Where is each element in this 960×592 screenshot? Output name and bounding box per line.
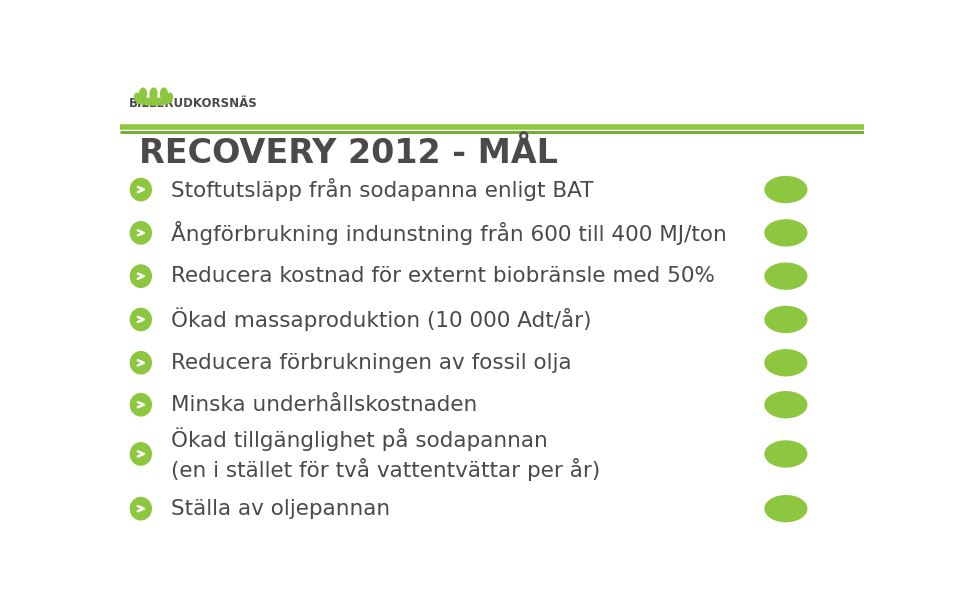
Ellipse shape (130, 497, 152, 520)
Text: RECOVERY 2012 - MÅL: RECOVERY 2012 - MÅL (138, 137, 558, 169)
Ellipse shape (764, 349, 807, 377)
Ellipse shape (135, 98, 171, 106)
Ellipse shape (130, 178, 152, 201)
Ellipse shape (764, 440, 807, 468)
Ellipse shape (166, 92, 173, 102)
Text: BILLERUDKORSNÄS: BILLERUDKORSNÄS (129, 97, 257, 110)
Ellipse shape (764, 495, 807, 522)
Ellipse shape (139, 88, 147, 100)
Text: Reducera kostnad för externt biobränsle med 50%: Reducera kostnad för externt biobränsle … (171, 266, 714, 286)
Ellipse shape (133, 92, 140, 102)
Ellipse shape (764, 262, 807, 290)
Text: Minska underhållskostnaden: Minska underhållskostnaden (171, 395, 477, 415)
Text: Ökad tillgänglighet på sodapannan
(en i stället för två vattentvättar per år): Ökad tillgänglighet på sodapannan (en i … (171, 427, 600, 481)
Ellipse shape (130, 442, 152, 466)
Ellipse shape (130, 264, 152, 288)
Ellipse shape (764, 176, 807, 203)
Ellipse shape (130, 393, 152, 417)
Text: Stoftutsläpp från sodapanna enligt BAT: Stoftutsläpp från sodapanna enligt BAT (171, 178, 593, 201)
Ellipse shape (130, 308, 152, 332)
Ellipse shape (130, 221, 152, 244)
Ellipse shape (764, 219, 807, 246)
Ellipse shape (764, 306, 807, 333)
Text: Ökad massaproduktion (10 000 Adt/år): Ökad massaproduktion (10 000 Adt/år) (171, 308, 591, 332)
Ellipse shape (130, 351, 152, 375)
Ellipse shape (764, 391, 807, 419)
Ellipse shape (159, 88, 168, 100)
Text: Reducera förbrukningen av fossil olja: Reducera förbrukningen av fossil olja (171, 353, 571, 373)
Ellipse shape (150, 88, 157, 100)
Text: Ångförbrukning indunstning från 600 till 400 MJ/ton: Ångförbrukning indunstning från 600 till… (171, 221, 727, 245)
Text: Ställa av oljepannan: Ställa av oljepannan (171, 498, 390, 519)
